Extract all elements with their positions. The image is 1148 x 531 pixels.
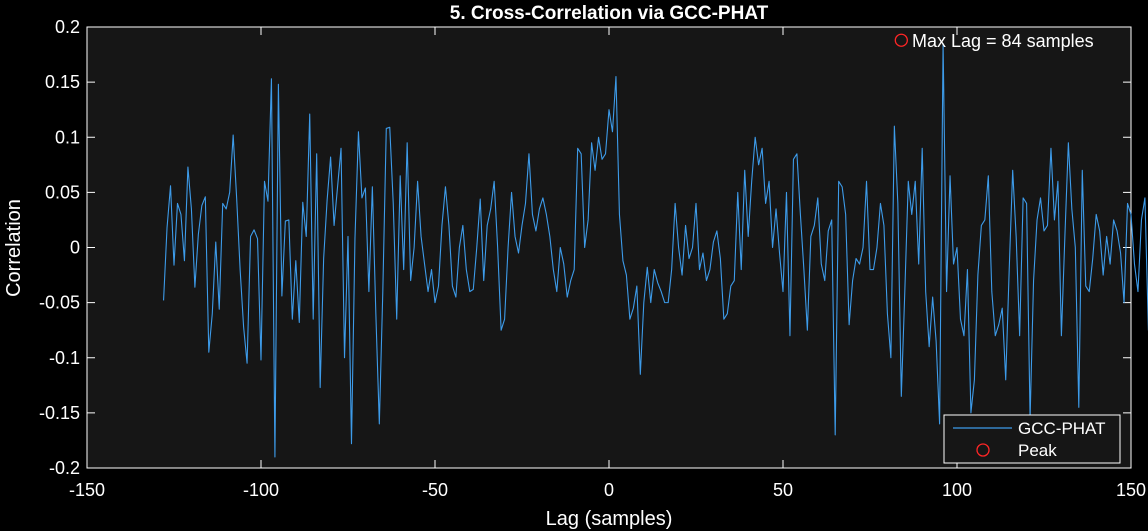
y-tick-label: 0.05 [45, 182, 80, 202]
x-axis-ticks: -150 -100 -50 0 50 100 150 [69, 27, 1146, 500]
legend-marker-swatch [976, 443, 990, 457]
plot-area [86, 26, 1132, 469]
series-layer [163, 33, 1148, 458]
y-axis-ticks: -0.2 -0.15 -0.1 -0.05 0 0.05 0.1 0.15 0.2 [39, 17, 1131, 478]
peak-marker [894, 33, 908, 47]
y-tick-label: -0.2 [49, 458, 80, 478]
peak-annotation: Max Lag = 84 samples [912, 31, 1094, 51]
y-axis-label: Correlation [3, 199, 25, 297]
x-axis-label: Lag (samples) [546, 508, 673, 530]
x-tick-label: -150 [69, 480, 105, 500]
chart-title: 5. Cross-Correlation via GCC-PHAT [450, 3, 769, 24]
x-tick-label: 50 [773, 480, 793, 500]
y-tick-label: -0.15 [39, 403, 80, 423]
y-tick-label: 0 [70, 238, 80, 258]
legend-box [943, 414, 1121, 464]
y-tick-label: -0.05 [39, 293, 80, 313]
x-tick-label: 150 [1116, 480, 1146, 500]
legend: GCC-PHAT Peak [943, 414, 1121, 464]
x-tick-label: -50 [422, 480, 448, 500]
y-tick-label: 0.2 [55, 17, 80, 37]
y-tick-label: 0.1 [55, 127, 80, 147]
x-tick-label: 0 [604, 480, 614, 500]
y-tick-label: 0.15 [45, 72, 80, 92]
x-tick-label: 100 [942, 480, 972, 500]
x-tick-label: -100 [243, 480, 279, 500]
legend-label-gcc-phat: GCC-PHAT [1018, 419, 1106, 438]
gcc-phat-line [163, 42, 1148, 458]
y-tick-label: -0.1 [49, 348, 80, 368]
legend-label-peak: Peak [1018, 441, 1057, 460]
